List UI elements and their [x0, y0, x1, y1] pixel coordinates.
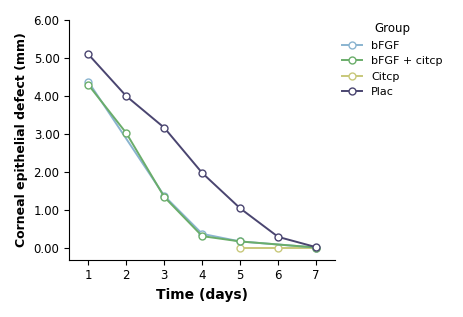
Line: Citcp: Citcp [237, 244, 319, 251]
Plac [86, 52, 91, 56]
bFGF + citcp [200, 234, 205, 238]
Plac [162, 126, 167, 130]
bFGF [200, 232, 205, 236]
Plac [275, 235, 281, 239]
bFGF [162, 194, 167, 198]
Plac [238, 206, 243, 210]
Line: bFGF: bFGF [85, 78, 319, 251]
bFGF + citcp [124, 131, 129, 135]
bFGF [86, 80, 91, 84]
bFGF [313, 246, 319, 249]
Y-axis label: Corneal epithelial defect (mm): Corneal epithelial defect (mm) [15, 32, 28, 247]
X-axis label: Time (days): Time (days) [156, 288, 248, 302]
Plac [124, 94, 129, 98]
bFGF + citcp [313, 246, 319, 249]
bFGF + citcp [238, 240, 243, 243]
bFGF + citcp [86, 83, 91, 87]
bFGF + citcp [162, 195, 167, 199]
Citcp [313, 246, 319, 249]
bFGF [238, 240, 243, 243]
Citcp [238, 246, 243, 249]
Line: bFGF + citcp: bFGF + citcp [85, 81, 319, 251]
Legend: bFGF, bFGF + citcp, Citcp, Plac: bFGF, bFGF + citcp, Citcp, Plac [338, 18, 447, 102]
Plac [200, 171, 205, 175]
Line: Plac: Plac [85, 51, 319, 251]
Citcp [275, 246, 281, 249]
Plac [313, 245, 319, 249]
